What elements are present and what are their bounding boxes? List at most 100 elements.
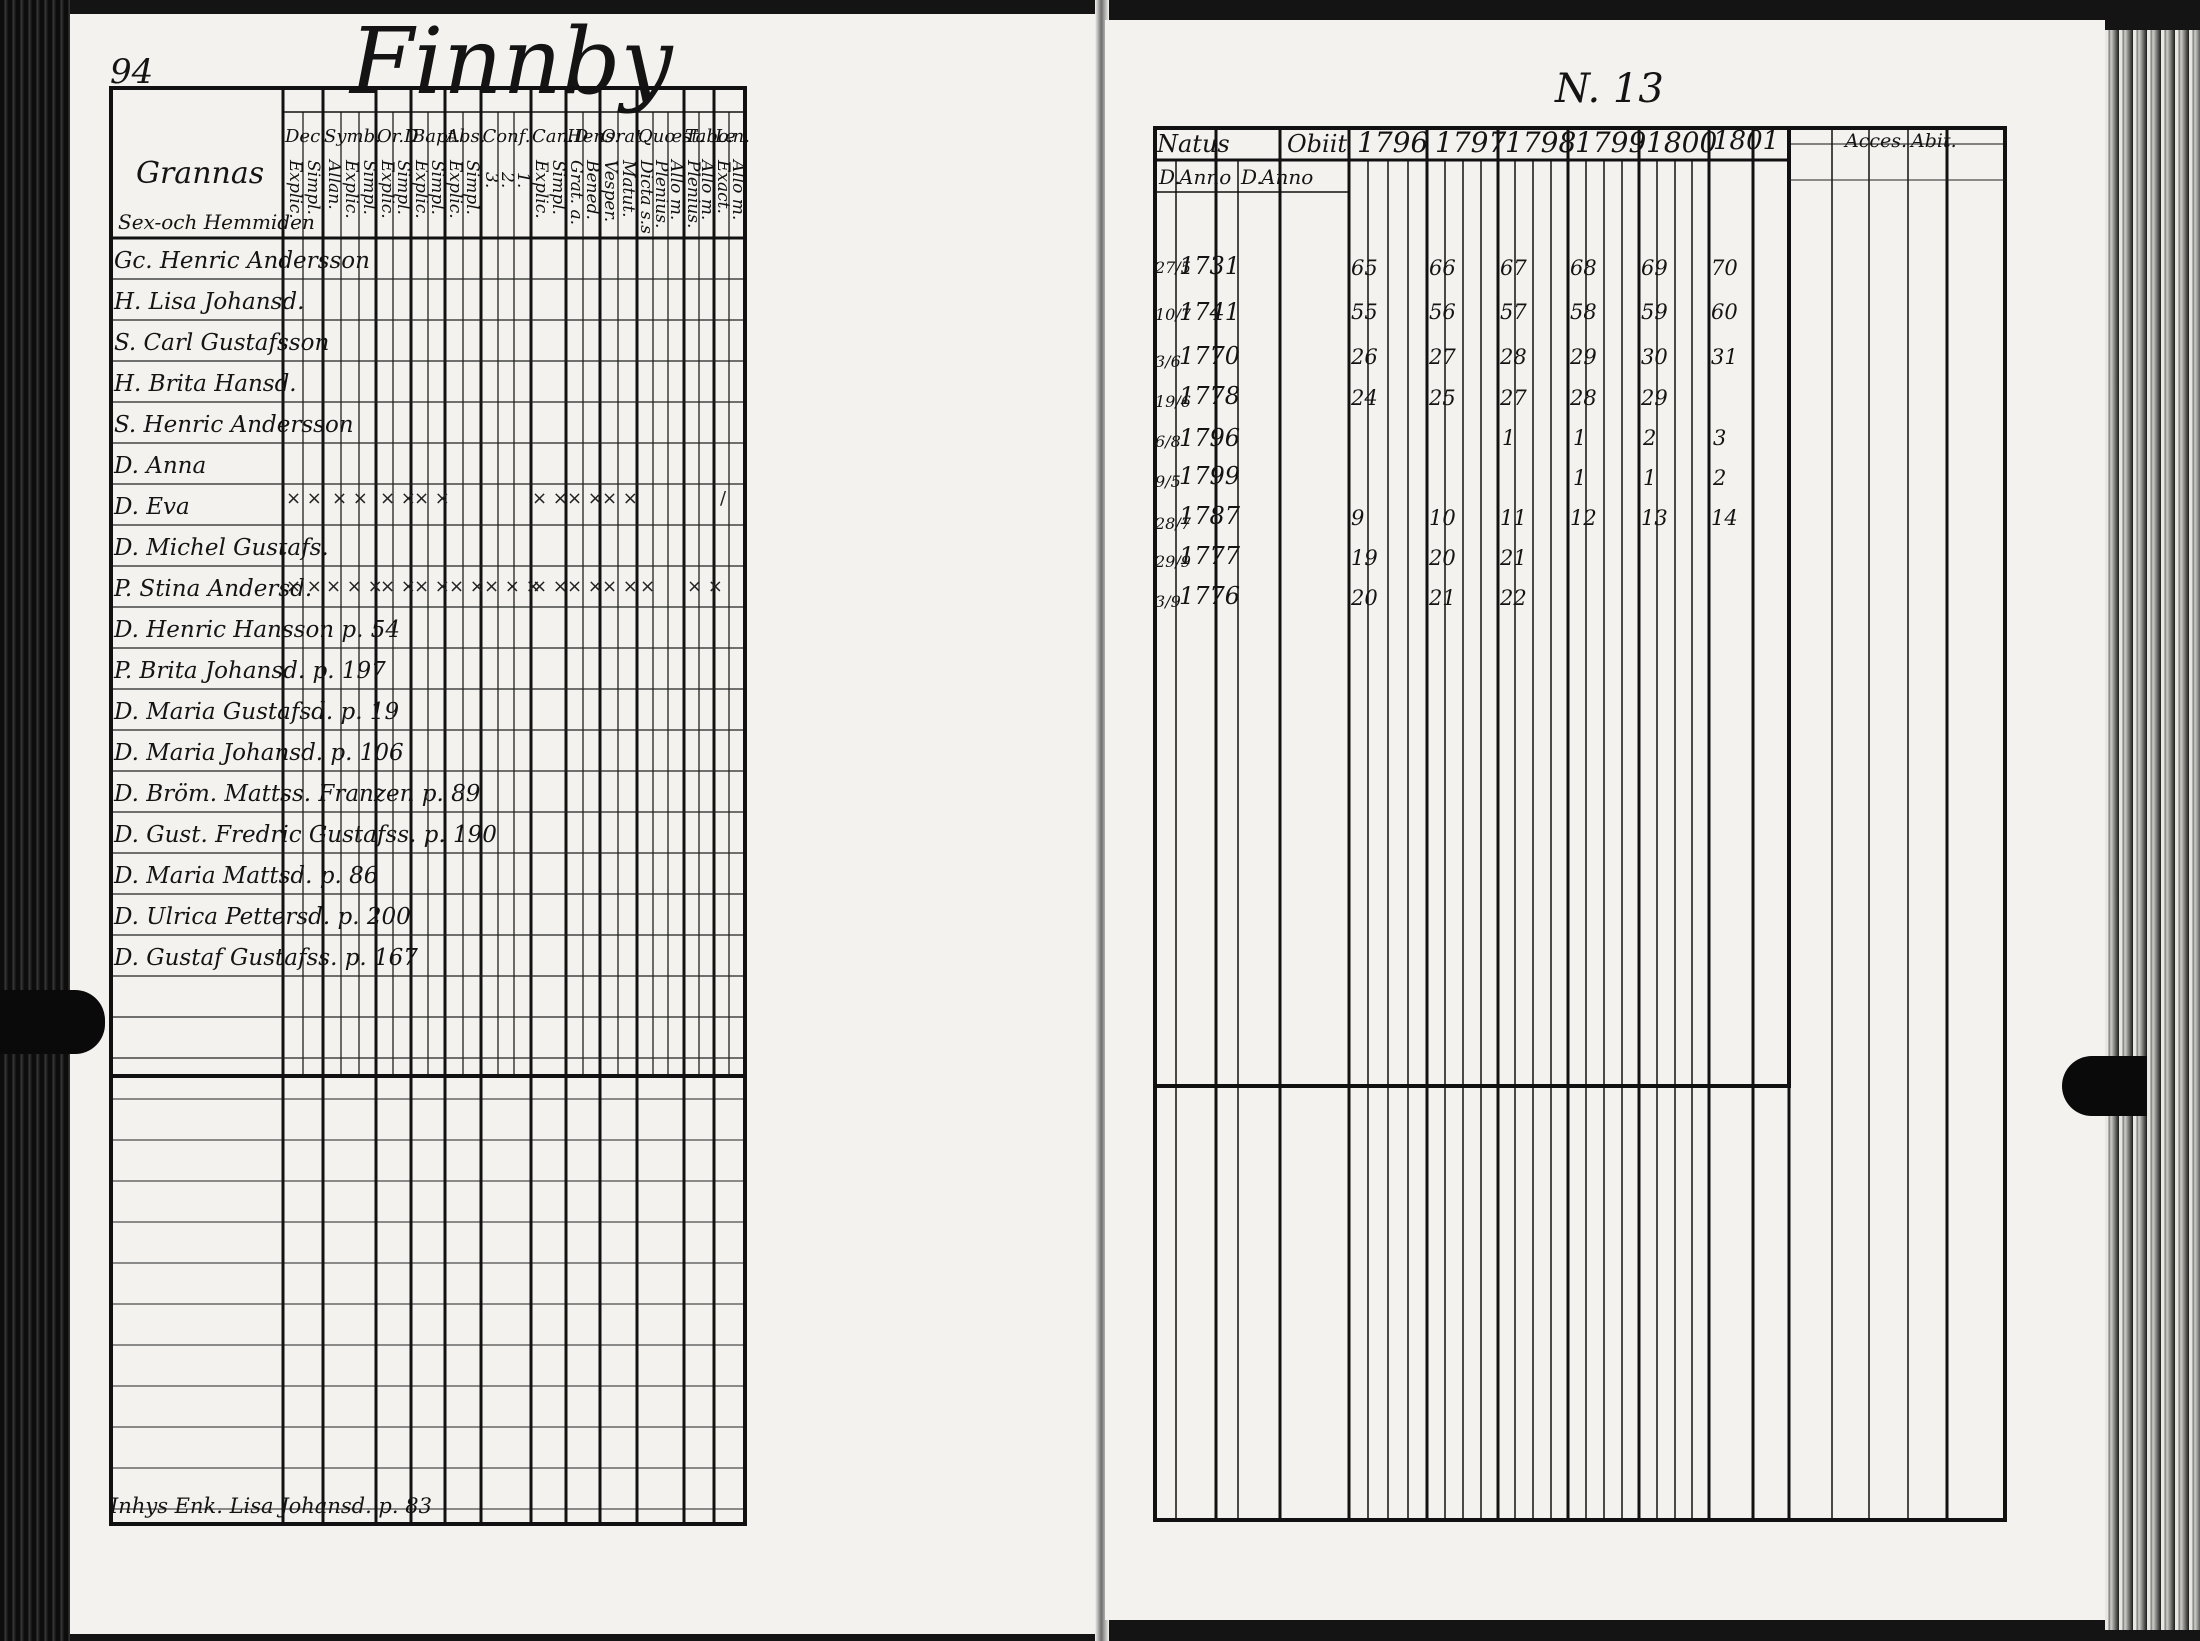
col-acces-header: Acces.	[1845, 130, 1908, 152]
svg-text:× ×: × ×	[602, 488, 638, 509]
col-dec-sub: Explic.	[285, 160, 305, 219]
age-1796: 9	[1351, 506, 1365, 530]
age-1798: 57	[1500, 300, 1527, 324]
resident-name: H. Brita Hansd.	[114, 371, 297, 397]
svg-text:× ×: × ×	[286, 576, 322, 597]
year-1799-header: 1799	[1575, 126, 1647, 159]
birth-day: 10/7	[1155, 305, 1191, 324]
birth-year: 1776	[1179, 582, 1241, 610]
age-1799: 1	[1573, 466, 1587, 490]
col-hens-sub: Grat. a.	[566, 160, 586, 226]
svg-text:× ×: × ×	[567, 488, 603, 509]
svg-text:/: /	[720, 488, 727, 509]
binding-tab-right	[2062, 1056, 2147, 1116]
col-symb-sub: Simpl.	[359, 160, 379, 215]
col-symb-header: Symb.	[324, 126, 381, 147]
col-orat-sub: Vesper.	[600, 160, 620, 223]
age-1797: 10	[1429, 506, 1456, 530]
svg-text:× ×: × ×	[532, 576, 568, 597]
age-1796: 24	[1351, 386, 1378, 410]
col-cand-sub: Simpl.	[548, 160, 568, 215]
age-1796: 19	[1351, 546, 1378, 570]
age-1796: 26	[1351, 345, 1378, 369]
obiit-day-header: D.	[1241, 165, 1263, 189]
resident-name: P. Brita Johansd. p. 197	[114, 658, 386, 684]
birth-day: 6/8	[1155, 432, 1181, 451]
right-book-edge	[2105, 30, 2200, 1630]
svg-text:× × ×: × × ×	[326, 576, 383, 597]
birth-day: 28/7	[1155, 514, 1191, 533]
age-1801: 14	[1711, 506, 1738, 530]
name-header: Grannas	[136, 156, 265, 191]
resident-name: P. Stina Andersd.	[114, 576, 313, 602]
birth-day: 27/5	[1155, 258, 1191, 277]
age-1799: 58	[1570, 300, 1597, 324]
svg-text:× ×: × ×	[687, 576, 723, 597]
svg-text:×: ×	[640, 576, 655, 597]
col-abs-header: Abs.	[446, 126, 486, 147]
birth-day: 19/6	[1155, 392, 1191, 411]
col-conf-sub: 3.	[481, 172, 501, 189]
birth-year: 1796	[1179, 424, 1241, 452]
left-book-edge	[0, 0, 70, 1641]
resident-name: D. Maria Johansd. p. 106	[114, 740, 404, 766]
age-1801: 2	[1713, 466, 1727, 490]
birth-year: 1778	[1179, 382, 1241, 410]
age-1797: 21	[1429, 586, 1456, 610]
col-bapt-header: Bapt.	[412, 126, 461, 147]
col-ord-header: Or.D	[377, 126, 419, 147]
birth-year: 1741	[1179, 298, 1241, 326]
col-conf-sub: 2.	[497, 172, 517, 189]
household-number: N. 13	[1555, 66, 1664, 112]
svg-text:× ×: × ×	[414, 488, 450, 509]
resident-name: S. Henric Andersson	[114, 412, 354, 438]
age-1801: 3	[1713, 426, 1727, 450]
svg-text:× ×: × ×	[532, 488, 568, 509]
age-1798: 27	[1500, 386, 1527, 410]
birth-day: 9/5	[1155, 472, 1181, 491]
col-bapt-sub: Simpl.	[427, 160, 447, 215]
age-1799: 12	[1570, 506, 1597, 530]
resident-name: Gc. Henric Andersson	[114, 248, 370, 274]
footer-note: Inhys Enk. Lisa Johansd. p. 83	[110, 1494, 432, 1518]
year-1796-header: 1796	[1357, 126, 1429, 159]
age-1800: 69	[1641, 256, 1668, 280]
resident-name: D. Bröm. Mattss. Franzen p. 89	[114, 781, 481, 807]
svg-text:× ×: × ×	[332, 488, 368, 509]
natus-day-header: D.	[1159, 165, 1181, 189]
col-ln-sub: Exact.	[713, 160, 733, 214]
binding-tab-left	[0, 990, 105, 1054]
svg-text:× ×: × ×	[449, 576, 485, 597]
resident-name: D. Anna	[114, 453, 207, 479]
age-1796: 55	[1351, 300, 1378, 324]
svg-text:× ×: × ×	[602, 576, 638, 597]
resident-name: D. Maria Gustafsd. p. 19	[114, 699, 400, 725]
col-conf-header: Conf.	[482, 126, 531, 147]
year-1800-header: 1800	[1646, 126, 1718, 159]
birth-year: 1787	[1179, 502, 1241, 530]
age-1798: 1	[1502, 426, 1516, 450]
natus-anno-header: Anno	[1179, 165, 1232, 189]
resident-name: D. Henric Hansson p. 54	[114, 617, 401, 643]
col-ln-sub: Allo m.	[728, 160, 748, 221]
age-1801: 70	[1711, 256, 1738, 280]
age-1800: 29	[1641, 386, 1668, 410]
col-conf-sub: 1.	[513, 172, 533, 189]
age-1798: 28	[1500, 345, 1527, 369]
col-cand-header: Can.D	[532, 126, 589, 147]
svg-text:× × ×: × × ×	[484, 576, 541, 597]
birth-year: 1731	[1179, 252, 1241, 280]
birth-year: 1770	[1179, 342, 1241, 370]
page-title: Finnby	[350, 8, 673, 115]
col-quaest-sub: Plenius.	[651, 160, 671, 229]
birth-year: 1799	[1179, 462, 1241, 490]
left-register-grid: × × × × × ×× × × × × × × × / × × × × × × ×× …	[109, 86, 747, 1526]
resident-name: D. Maria Mattsd. p. 86	[114, 863, 379, 889]
age-1801: 60	[1711, 300, 1738, 324]
age-1800: 30	[1641, 345, 1668, 369]
age-1799: 29	[1570, 345, 1597, 369]
age-1797: 20	[1429, 546, 1456, 570]
age-1797: 27	[1429, 345, 1456, 369]
left-page: 94 Finnby	[70, 8, 1100, 1634]
col-ln-header: L.n.	[715, 126, 750, 147]
